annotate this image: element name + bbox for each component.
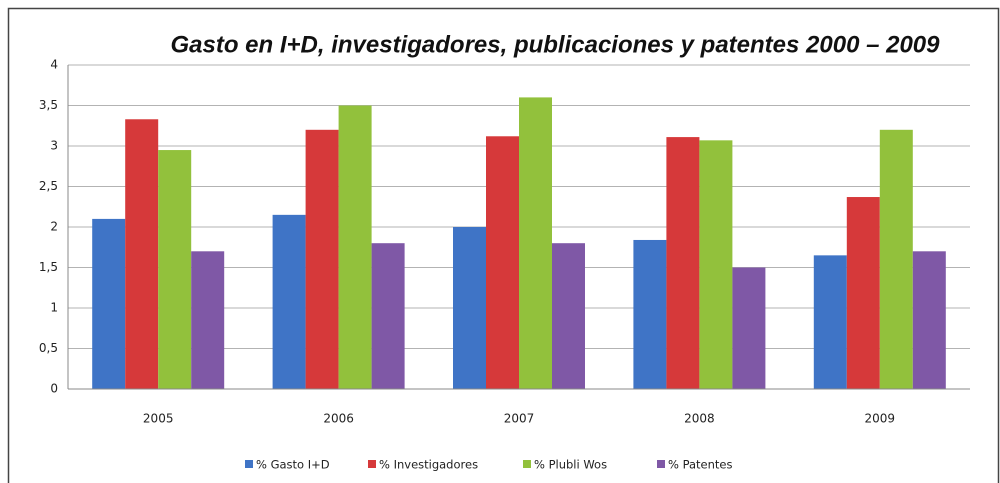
- bar: [666, 137, 700, 389]
- bar: [699, 140, 733, 389]
- bar: [158, 150, 192, 389]
- bar: [732, 267, 766, 389]
- y-tick-label: 1,5: [39, 260, 58, 274]
- x-tick-label: 2005: [143, 412, 174, 426]
- bar: [552, 243, 585, 389]
- bar: [272, 214, 306, 389]
- bar: [305, 129, 339, 390]
- y-tick-label: 1: [50, 301, 58, 315]
- y-tick-label: 4: [50, 58, 58, 72]
- bar: [453, 227, 486, 389]
- legend-label: % Gasto I+D: [256, 458, 330, 472]
- bar: [92, 218, 126, 389]
- y-tick-label: 0,5: [39, 341, 58, 355]
- y-tick-label: 0: [50, 382, 58, 396]
- bar: [338, 105, 372, 389]
- legend-swatch: [657, 460, 665, 468]
- legend-swatch: [523, 460, 531, 468]
- y-tick-label: 2: [50, 220, 58, 234]
- bar: [519, 97, 552, 390]
- y-tick-label: 2,5: [39, 179, 58, 193]
- bar: [813, 255, 847, 389]
- bar: [846, 197, 880, 389]
- bar: [912, 251, 946, 389]
- bar: [633, 239, 667, 389]
- y-tick-label: 3: [50, 139, 58, 153]
- bar: [371, 243, 405, 389]
- bar: [879, 129, 913, 390]
- legend-swatch: [245, 460, 253, 468]
- x-tick-label: 2008: [684, 412, 715, 426]
- x-tick-label: 2009: [865, 412, 896, 426]
- bar: [486, 136, 519, 389]
- x-tick-label: 2007: [504, 412, 535, 426]
- legend-label: % Patentes: [668, 458, 733, 472]
- legend-label: % Plubli Wos: [534, 458, 607, 472]
- y-tick-label: 3,5: [39, 98, 58, 112]
- bar: [125, 119, 159, 390]
- legend-swatch: [368, 460, 376, 468]
- chart-title: Gasto en I+D, investigadores, publicacio…: [171, 31, 941, 58]
- legend-label: % Investigadores: [379, 458, 478, 472]
- bar: [191, 251, 225, 389]
- x-tick-label: 2006: [323, 412, 354, 426]
